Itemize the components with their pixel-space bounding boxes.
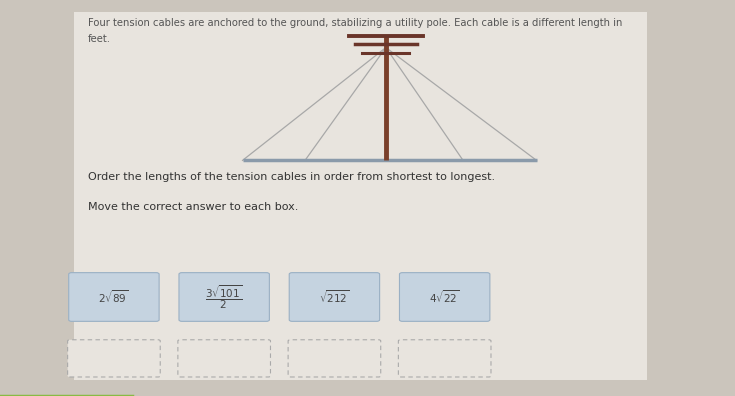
Text: feet.: feet. <box>88 34 111 44</box>
FancyBboxPatch shape <box>290 272 379 322</box>
FancyBboxPatch shape <box>398 340 491 377</box>
Text: Four tension cables are anchored to the ground, stabilizing a utility pole. Each: Four tension cables are anchored to the … <box>88 18 623 28</box>
FancyBboxPatch shape <box>288 340 381 377</box>
Text: $2\sqrt{89}$: $2\sqrt{89}$ <box>98 289 129 305</box>
FancyBboxPatch shape <box>68 272 159 322</box>
Text: $\sqrt{212}$: $\sqrt{212}$ <box>319 289 350 305</box>
Text: $\dfrac{3\sqrt{101}}{2}$: $\dfrac{3\sqrt{101}}{2}$ <box>206 283 243 311</box>
FancyBboxPatch shape <box>399 272 490 322</box>
FancyBboxPatch shape <box>178 340 270 377</box>
FancyBboxPatch shape <box>74 12 647 380</box>
FancyBboxPatch shape <box>179 272 269 322</box>
Text: Move the correct answer to each box.: Move the correct answer to each box. <box>88 202 298 212</box>
Text: Order the lengths of the tension cables in order from shortest to longest.: Order the lengths of the tension cables … <box>88 172 495 182</box>
FancyBboxPatch shape <box>68 340 160 377</box>
Text: $4\sqrt{22}$: $4\sqrt{22}$ <box>429 289 460 305</box>
